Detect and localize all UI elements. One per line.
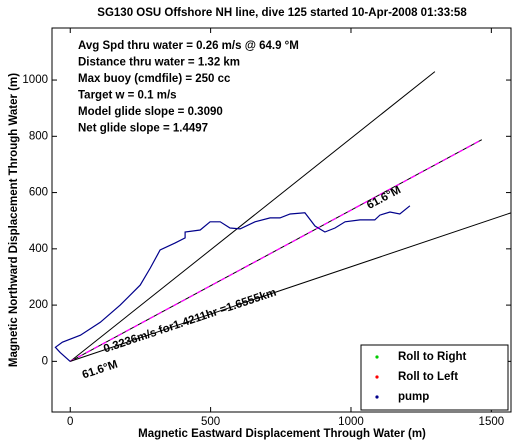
info-line: Avg Spd thru water = 0.26 m/s @ 64.9 °M: [78, 40, 299, 52]
reference-line: [69, 71, 436, 362]
y-tick-label: 0: [42, 355, 48, 367]
y-tick-label: 600: [29, 187, 48, 199]
info-line: Max buoy (cmdfile) = 250 cc: [78, 73, 231, 85]
info-line: Distance thru water = 1.32 km: [78, 57, 240, 69]
legend-box: [360, 344, 509, 411]
info-line: Net glide slope = 1.4497: [78, 123, 208, 135]
x-tick-label: 500: [201, 416, 220, 428]
reference-line: [70, 212, 511, 362]
y-tick-label: 800: [29, 130, 48, 142]
legend-label: pump: [398, 391, 429, 403]
info-line: Target w = 0.1 m/s: [78, 90, 177, 102]
x-tick-label: 1500: [479, 416, 505, 428]
legend-marker: [375, 375, 379, 379]
trajectory: [54, 205, 411, 362]
x-axis-label: Magnetic Eastward Displacement Through W…: [138, 428, 426, 440]
legend-marker: [375, 355, 379, 359]
y-axis-label: Magnetic Northward Displacement Through …: [8, 73, 20, 367]
legend-label: Roll to Right: [398, 351, 467, 363]
x-tick-label: 0: [67, 416, 73, 428]
legend-marker: [375, 395, 379, 399]
y-tick-label: 200: [29, 299, 48, 311]
info-line: Model glide slope = 0.3090: [78, 106, 223, 118]
plot-area: [54, 71, 511, 362]
x-tick-label: 1000: [338, 416, 364, 428]
reference-line: [69, 139, 483, 362]
chart-title: SG130 OSU Offshore NH line, dive 125 sta…: [97, 7, 467, 19]
legend-label: Roll to Left: [398, 371, 458, 383]
y-tick-label: 400: [29, 243, 48, 255]
y-tick-label: 1000: [22, 74, 48, 86]
